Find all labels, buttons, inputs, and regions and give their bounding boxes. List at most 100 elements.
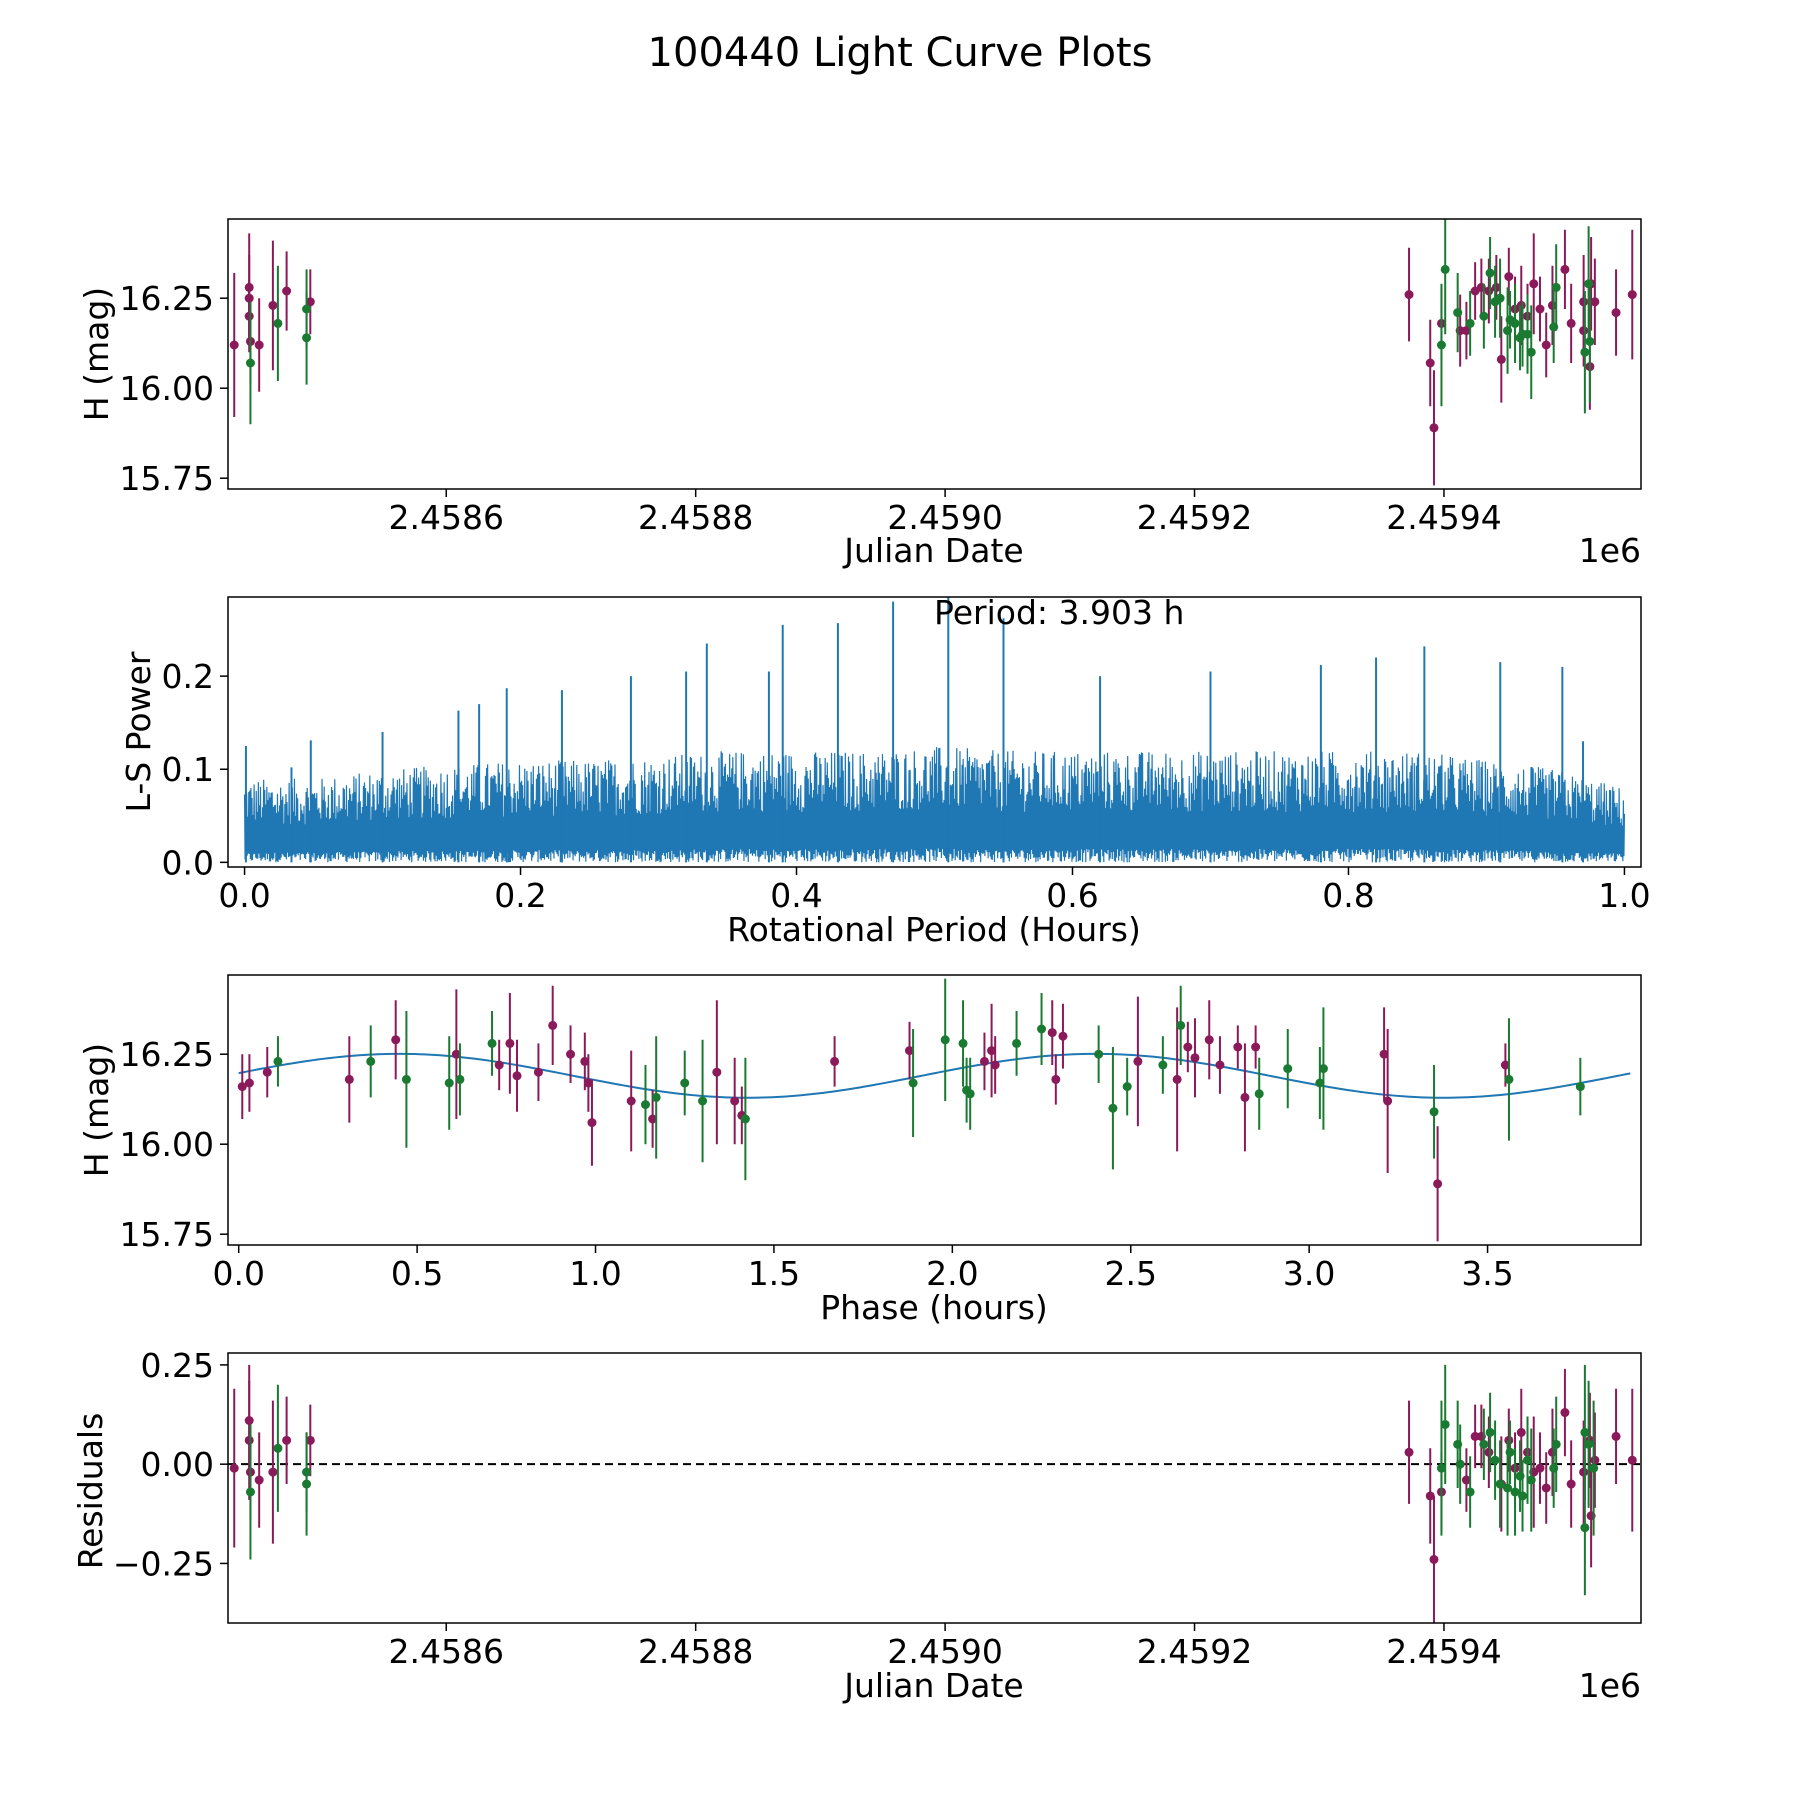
residuals-point (1526, 1475, 1536, 1485)
phased-point (958, 1038, 968, 1048)
phased-point (990, 1060, 1000, 1070)
lightcurve-point (1425, 358, 1435, 368)
periodogram-ytick-label: 0.0 (162, 843, 214, 882)
phased-xtick-label: 3.0 (1283, 1254, 1335, 1293)
phased-point (1500, 1060, 1510, 1070)
figure-title: 100440 Light Curve Plots (648, 30, 1153, 76)
phased-xtick-label: 0.0 (212, 1254, 264, 1293)
residuals-point (1516, 1427, 1526, 1437)
lightcurve-point (1566, 318, 1576, 328)
residuals-point (1580, 1523, 1590, 1533)
lightcurve-point (1584, 279, 1594, 289)
phased-point (1094, 1049, 1104, 1059)
residuals-point (1425, 1491, 1435, 1501)
residuals-point (302, 1467, 312, 1477)
residuals-point (273, 1443, 283, 1453)
periodogram-xtick-label: 1.0 (1598, 876, 1650, 915)
lightcurve-point (1453, 308, 1463, 318)
phased-point (1240, 1092, 1250, 1102)
lightcurve-xtick-label: 2.4592 (1137, 498, 1252, 537)
residuals-point (1440, 1419, 1450, 1429)
phased-point (830, 1056, 840, 1066)
phased-point (730, 1096, 740, 1106)
lightcurve-point (1496, 354, 1506, 364)
residuals-point (1627, 1455, 1637, 1465)
phased-point (712, 1067, 722, 1077)
residuals-point (254, 1475, 264, 1485)
periodogram-xtick-label: 0.2 (494, 876, 546, 915)
residuals-ytick-label: 0.00 (141, 1445, 214, 1484)
lightcurve-ytick-label: 15.75 (120, 459, 214, 498)
residuals-xtick-label: 2.4588 (638, 1632, 753, 1671)
lightcurve-point (1590, 297, 1600, 307)
lightcurve-point (1510, 318, 1520, 328)
lightcurve-point (1535, 304, 1545, 314)
residuals-point (1560, 1408, 1570, 1418)
residuals-point (1580, 1427, 1590, 1437)
lightcurve-point (1547, 300, 1557, 310)
phased-point (1012, 1038, 1022, 1048)
residuals-point (245, 1487, 255, 1497)
residuals-point (244, 1435, 254, 1445)
lightcurve-point (1580, 347, 1590, 357)
lightcurve-point (268, 300, 278, 310)
phased-point (648, 1114, 658, 1124)
residuals-point (305, 1435, 315, 1445)
phased-point (965, 1089, 975, 1099)
residuals-ylabel: Residuals (71, 1413, 110, 1570)
residuals-xtick-label: 2.4590 (887, 1632, 1002, 1671)
phased-point (1251, 1042, 1261, 1052)
residuals-point (229, 1463, 239, 1473)
phased-point (244, 1078, 254, 1088)
residuals-x-offset: 1e6 (1579, 1666, 1641, 1705)
phased-point (905, 1046, 915, 1056)
lightcurve-point (244, 311, 254, 321)
periodogram-xlabel: Rotational Period (Hours) (727, 910, 1141, 949)
periodogram-xtick-label: 0.0 (218, 876, 270, 915)
phased-point (1122, 1082, 1132, 1092)
lightcurve-point (1526, 347, 1536, 357)
residuals-point (1479, 1439, 1489, 1449)
residuals-plot-area: 2.4586 2.4588 2.4590 2.4592 2.4594 −0.25 0.00 0… (113, 1346, 1641, 1671)
residuals-point (1470, 1431, 1480, 1441)
phased-point (455, 1074, 465, 1084)
phased-xtick-label: 1.5 (748, 1254, 800, 1293)
phased-ytick-label: 15.75 (120, 1215, 214, 1254)
phased-point (1058, 1031, 1068, 1041)
lightcurve-point (1404, 290, 1414, 300)
residuals-point (1461, 1475, 1471, 1485)
phased-point (1133, 1056, 1143, 1066)
lightcurve-point (1541, 340, 1551, 350)
residuals-point (1404, 1447, 1414, 1457)
phased-point (1318, 1064, 1328, 1074)
residuals-xtick-label: 2.4592 (1137, 1632, 1252, 1671)
phased-marks (237, 978, 1631, 1242)
residuals-point (1455, 1459, 1465, 1469)
phased-xlabel: Phase (hours) (820, 1288, 1048, 1327)
phased-point (1254, 1089, 1264, 1099)
residuals-point (1541, 1483, 1551, 1493)
phased-point (262, 1067, 272, 1077)
phased-point (1108, 1103, 1118, 1113)
lightcurve-point (1479, 311, 1489, 321)
phased-point (1379, 1049, 1389, 1059)
lightcurve-xtick-label: 2.4590 (887, 498, 1002, 537)
phased-point (979, 1056, 989, 1066)
phased-point (366, 1056, 376, 1066)
residuals-point (1504, 1435, 1514, 1445)
phased-xtick-label: 2.5 (1105, 1254, 1157, 1293)
periodogram-period-annotation: Period: 3.903 h (934, 593, 1184, 632)
periodogram-ylabel: L-S Power (119, 651, 158, 812)
lightcurve-point (1461, 326, 1471, 336)
panel-periodogram: 0.0 0.2 0.4 0.6 0.8 1.0 0.0 0.1 0.2 Period: 3.90… (119, 593, 1651, 949)
phased-point (1283, 1064, 1293, 1074)
residuals-point (1589, 1463, 1599, 1473)
lightcurve-xlabel: Julian Date (842, 531, 1024, 570)
residuals-xtick-label: 2.4586 (389, 1632, 504, 1671)
lightcurve-point (1504, 272, 1514, 282)
phased-point (401, 1074, 411, 1084)
phased-point (740, 1114, 750, 1124)
lightcurve-point (1560, 264, 1570, 274)
residuals-point (1579, 1467, 1589, 1477)
